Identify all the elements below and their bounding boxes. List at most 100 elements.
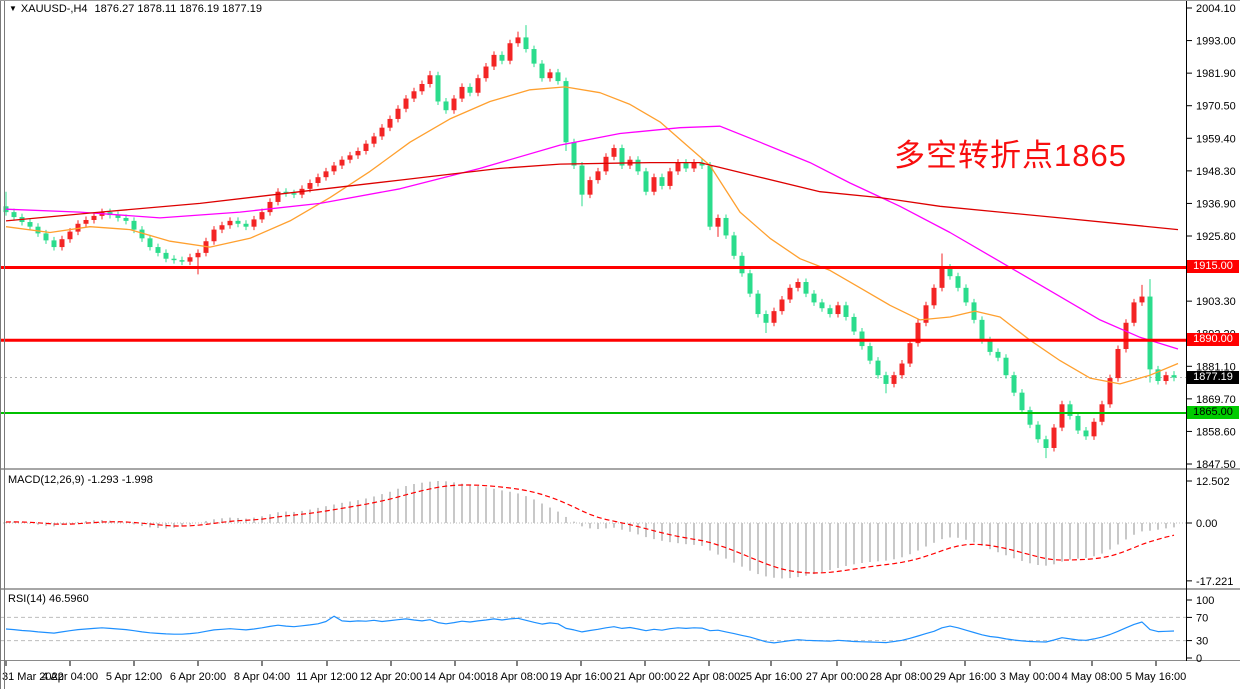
- candle-body: [395, 108, 401, 119]
- candle-body: [67, 231, 73, 240]
- price-axis-line: [1186, 0, 1187, 661]
- candle-body: [491, 54, 497, 67]
- candle-body: [563, 81, 569, 143]
- candle-body: [1171, 375, 1177, 378]
- candle-body: [1155, 369, 1161, 382]
- candle-body: [723, 217, 729, 236]
- price-tick-label: 1936.90: [1196, 198, 1236, 210]
- time-tick-label: 12 Apr 20:00: [360, 671, 422, 683]
- candle-body: [1003, 357, 1009, 376]
- candle-body: [667, 171, 673, 186]
- candle-body: [411, 91, 417, 99]
- candle-body: [787, 287, 793, 300]
- candle-body: [451, 98, 457, 111]
- ohlc-quote-label: 1876.27 1878.11 1876.19 1877.19: [94, 3, 262, 15]
- candle-body: [475, 78, 481, 93]
- window-left-border-inner: [4, 0, 5, 689]
- window-left-border: [0, 0, 1, 689]
- price-tick-label: 1869.70: [1196, 394, 1236, 406]
- candle-body: [1107, 378, 1113, 405]
- candle-body: [499, 54, 505, 61]
- macd-indicator-label: MACD(12,26,9) -1.293 -1.998: [8, 474, 153, 486]
- macd-panel: [0, 481, 1186, 579]
- candle-body: [83, 219, 89, 224]
- candle-body: [715, 217, 721, 227]
- candle-body: [883, 375, 889, 384]
- candle-body: [235, 220, 241, 224]
- price-tick-label: 1959.40: [1196, 133, 1236, 145]
- rsi-indicator-label: RSI(14) 46.5960: [8, 593, 89, 605]
- candle-body: [51, 240, 57, 248]
- candle-body: [187, 257, 193, 262]
- candle-body: [347, 155, 353, 160]
- candle-body: [763, 314, 769, 323]
- candle-body: [731, 235, 737, 256]
- symbol-period-label: XAUUSD-,H4: [20, 3, 88, 15]
- candle-body: [683, 162, 689, 169]
- moving-averages: [5, 86, 1179, 385]
- candle-body: [1115, 348, 1121, 379]
- time-axis-line: [0, 660, 1240, 661]
- candle-body: [91, 215, 97, 220]
- candle-body: [995, 351, 1001, 358]
- candle-body: [635, 159, 641, 172]
- candle-body: [851, 316, 857, 332]
- candle-body: [243, 223, 249, 227]
- time-tick-label: 3 May 00:00: [1000, 671, 1061, 683]
- candle-body: [131, 220, 137, 230]
- candle-body: [867, 346, 873, 361]
- candle-body: [571, 142, 577, 166]
- candle-body: [963, 287, 969, 303]
- candle-body: [443, 101, 449, 111]
- candle-body: [483, 66, 489, 79]
- horizontal-levels[interactable]: [0, 265, 1186, 415]
- window-top-border: [0, 0, 1240, 1]
- candle-body: [11, 212, 17, 218]
- candle-body: [419, 84, 425, 92]
- candle-body: [1043, 439, 1049, 448]
- candle-body: [219, 225, 225, 230]
- candle-body: [603, 156, 609, 172]
- candle-body: [363, 143, 369, 151]
- time-tick-label: 22 Apr 08:00: [678, 671, 740, 683]
- candle-body: [819, 302, 825, 309]
- candle-body: [387, 118, 393, 128]
- rsi-tick-label: 100: [1196, 595, 1214, 607]
- candle-body: [931, 287, 937, 306]
- time-tick-label: 4 Apr 04:00: [42, 671, 98, 683]
- candle-body: [211, 229, 217, 242]
- candle-body: [939, 267, 945, 288]
- macd-panel-divider[interactable]: [0, 468, 1240, 470]
- candle-body: [915, 322, 921, 344]
- price-tick-label: 1903.30: [1196, 296, 1236, 308]
- candle-body: [555, 72, 561, 82]
- candle-body: [283, 191, 289, 194]
- candle-body: [1035, 424, 1041, 440]
- candle-body: [779, 299, 785, 312]
- candle-body: [539, 63, 545, 79]
- candle-body: [739, 255, 745, 274]
- macd-tick-label: 12.502: [1196, 476, 1230, 488]
- candle-body: [163, 252, 169, 259]
- candle-body: [515, 37, 521, 44]
- candle-body: [355, 150, 361, 156]
- time-tick-label: 5 May 16:00: [1126, 671, 1187, 683]
- price-tick-label: 1925.80: [1196, 231, 1236, 243]
- rsi-line: [5, 615, 1175, 644]
- price-tick-label: 1847.50: [1196, 459, 1236, 471]
- candle-body: [291, 193, 297, 195]
- time-tick-label: 25 Apr 16:00: [740, 671, 802, 683]
- time-tick-label: 6 Apr 20:00: [170, 671, 226, 683]
- candle-body: [875, 360, 881, 376]
- candle-body: [139, 229, 145, 239]
- symbol-header: ▼ XAUUSD-,H4 1876.27 1878.11 1876.19 1877.…: [9, 3, 262, 15]
- candle-body: [1163, 375, 1169, 382]
- rsi-panel-divider[interactable]: [0, 588, 1240, 590]
- candle-body: [1027, 410, 1033, 425]
- candle-body: [979, 319, 985, 341]
- candle-body: [27, 222, 33, 227]
- candle-body: [43, 233, 49, 241]
- candle-body: [531, 49, 537, 64]
